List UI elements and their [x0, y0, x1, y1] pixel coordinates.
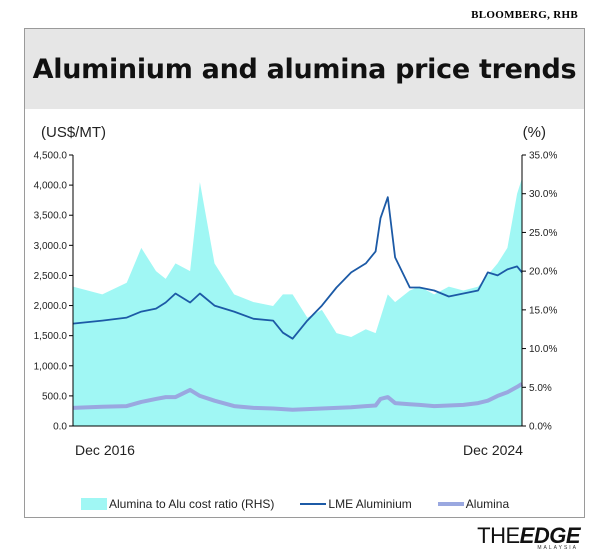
logo-sub: MALAYSIA	[537, 545, 578, 551]
left-tick-label: 1,500.0	[34, 331, 68, 342]
legend-item-alumina: Alumina	[437, 497, 510, 511]
right-tick-label: 10.0%	[529, 344, 557, 355]
alumina-line	[72, 382, 524, 412]
left-tick-label: 4,000.0	[34, 181, 68, 192]
right-tick-label: 35.0%	[529, 151, 557, 162]
left-tick-label: 4,500.0	[34, 151, 68, 162]
legend-label-aluminium: LME Aluminium	[328, 497, 412, 511]
left-tick-label: 1,000.0	[34, 361, 68, 372]
left-tick-label: 3,000.0	[34, 241, 68, 252]
legend: Alumina to Alu cost ratio (RHS) LME Alum…	[81, 497, 535, 511]
logo-the: THE	[477, 523, 520, 548]
right-tick-label: 15.0%	[529, 305, 557, 316]
chart-frame: Aluminium and alumina price trends (US$/…	[24, 28, 585, 518]
title-band: Aluminium and alumina price trends	[25, 29, 584, 109]
logo-edge: EDGE	[519, 523, 581, 548]
x-tick-label: Dec 2024	[463, 442, 523, 458]
right-tick-label: 5.0%	[529, 383, 552, 394]
ratio-area	[73, 178, 522, 426]
legend-swatch-ratio	[81, 498, 107, 510]
legend-label-alumina: Alumina	[465, 497, 510, 511]
legend-label-ratio: Alumina to Alu cost ratio (RHS)	[109, 497, 275, 511]
right-tick-label: 30.0%	[529, 189, 557, 200]
chart-title: Aluminium and alumina price trends	[32, 53, 577, 85]
right-tick-label: 20.0%	[529, 267, 557, 278]
axis-layer: 0.0 500.0 1,000.0 1,500.0 2,000.0 2,500.0 3,00…	[34, 151, 558, 459]
right-tick-label: 25.0%	[529, 228, 557, 239]
legend-item-ratio: Alumina to Alu cost ratio (RHS)	[81, 497, 274, 511]
left-tick-label: 2,000.0	[34, 301, 68, 312]
ratio-area-layer	[73, 178, 522, 426]
legend-swatch-alumina	[437, 502, 464, 506]
publisher-logo: THEEDGE MALAYSIA	[477, 523, 580, 551]
left-tick-label: 500.0	[42, 391, 67, 402]
left-tick-label: 0.0	[53, 422, 67, 433]
source-credit: BLOOMBERG, RHB	[471, 9, 578, 21]
aluminium-line	[72, 196, 523, 340]
right-tick-label: 0.0%	[529, 422, 552, 433]
legend-item-aluminium: LME Aluminium	[300, 497, 412, 511]
left-tick-label: 3,500.0	[34, 211, 68, 222]
right-axis-unit: (%)	[522, 124, 546, 141]
legend-swatch-aluminium	[300, 503, 327, 505]
left-tick-label: 2,500.0	[34, 271, 68, 282]
left-axis-unit: (US$/MT)	[41, 124, 106, 141]
chart-plot: 0.0 500.0 1,000.0 1,500.0 2,000.0 2,500.0 3,00…	[34, 151, 558, 459]
aluminium-line-layer	[72, 196, 523, 340]
alumina-line-layer	[72, 382, 524, 412]
x-tick-label: Dec 2016	[75, 442, 135, 458]
